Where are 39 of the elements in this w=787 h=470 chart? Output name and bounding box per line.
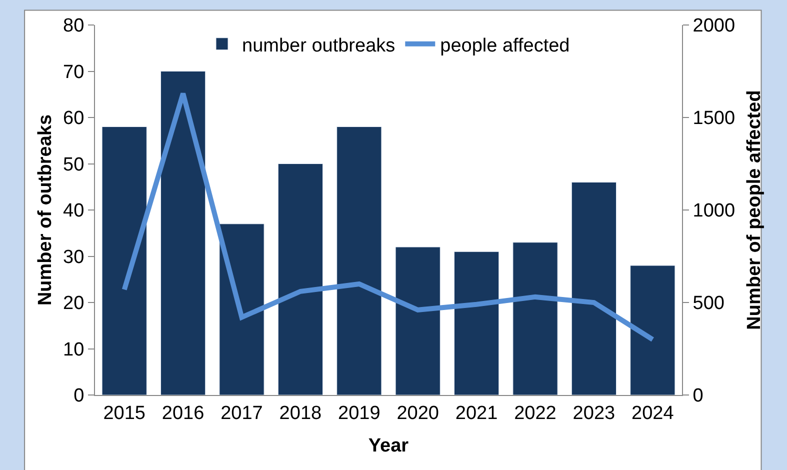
y-tick-label: 80 (63, 16, 84, 37)
y-tick-label: 50 (63, 154, 84, 176)
bar (336, 126, 382, 395)
x-tick-label: 2020 (396, 402, 439, 424)
x-tick-label: 2019 (338, 402, 380, 424)
bar (512, 242, 558, 395)
x-tick-label: 2017 (220, 402, 263, 424)
y-tick-label: 20 (63, 293, 84, 314)
x-tick-label: 2024 (632, 402, 674, 424)
y-tick-label: 0 (74, 386, 84, 407)
bar (160, 71, 206, 395)
legend-label: people affected (440, 35, 570, 56)
x-tick-label: 2015 (103, 402, 146, 424)
y2-tick-label: 1000 (692, 200, 736, 222)
y2-tick-label: 2000 (692, 16, 736, 37)
y-tick-label: 60 (63, 108, 84, 130)
bar (395, 246, 440, 395)
bar (454, 251, 500, 395)
y2-axis-title: Number of people affected (744, 90, 765, 330)
y2-tick-label: 1500 (692, 108, 736, 130)
y2-tick-label: 500 (692, 293, 725, 314)
x-axis-title: Year (368, 436, 410, 457)
y-tick-label: 10 (63, 339, 84, 360)
bar (102, 126, 147, 395)
bar (278, 164, 324, 395)
bar (571, 182, 617, 395)
x-tick-label: 2018 (279, 402, 322, 424)
x-tick-label: 2023 (572, 402, 616, 424)
x-tick-label: 2016 (162, 402, 204, 424)
y-tick-label: 30 (63, 246, 84, 268)
bar (630, 265, 676, 395)
x-tick-label: 2021 (455, 402, 498, 424)
bar (219, 224, 264, 395)
x-tick-label: 2022 (514, 402, 556, 424)
y-tick-label: 70 (63, 62, 84, 83)
y-axis-title: Number of outbreaks (34, 114, 56, 306)
legend-label: number outbreaks (242, 35, 396, 56)
y-tick-label: 40 (63, 200, 84, 222)
y2-tick-label: 0 (692, 386, 704, 407)
